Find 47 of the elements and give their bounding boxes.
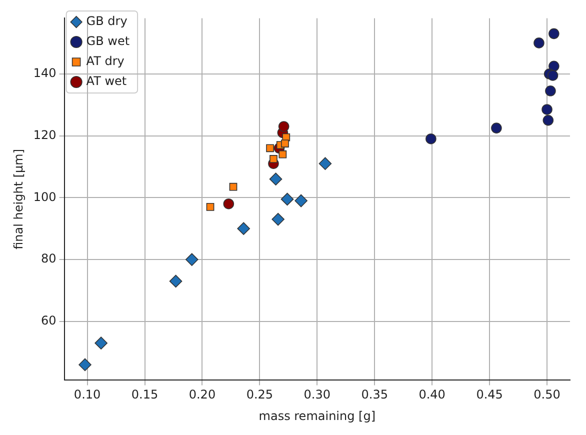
y-tick-label: 60 bbox=[41, 314, 56, 328]
x-tick-label: 0.25 bbox=[246, 388, 274, 402]
point bbox=[491, 122, 502, 134]
x-tick-label: 0.45 bbox=[476, 388, 503, 402]
point bbox=[548, 60, 560, 72]
y-axis-title: final height [μm] bbox=[11, 148, 26, 250]
x-tick-label: 0.20 bbox=[188, 388, 216, 402]
point bbox=[545, 86, 556, 96]
y-tick-label: 120 bbox=[33, 128, 56, 142]
point bbox=[548, 28, 560, 40]
point bbox=[534, 38, 544, 48]
x-tick-label: 0.40 bbox=[418, 388, 446, 402]
x-tick-label: 0.50 bbox=[534, 388, 560, 402]
point bbox=[269, 172, 282, 186]
point bbox=[272, 212, 284, 226]
point bbox=[266, 144, 274, 152]
legend-label: GB dry bbox=[86, 14, 128, 28]
point bbox=[78, 358, 92, 372]
x-tick-label: 0.35 bbox=[361, 388, 388, 402]
point bbox=[270, 155, 278, 163]
point bbox=[237, 222, 250, 235]
point bbox=[426, 133, 436, 144]
y-tick-label: 100 bbox=[33, 190, 56, 204]
x-tick-label: 0.30 bbox=[304, 388, 331, 402]
y-tick-label: 140 bbox=[33, 66, 56, 80]
point bbox=[547, 70, 558, 81]
point bbox=[223, 198, 234, 210]
legend-label: AT dry bbox=[86, 54, 124, 68]
point bbox=[281, 140, 289, 148]
legend-label: AT wet bbox=[86, 74, 127, 88]
point bbox=[542, 104, 552, 115]
x-tick-label: 0.10 bbox=[74, 388, 101, 402]
point bbox=[169, 274, 182, 288]
point bbox=[280, 192, 294, 206]
point bbox=[185, 253, 198, 266]
point bbox=[229, 182, 238, 191]
point bbox=[278, 150, 287, 158]
point bbox=[542, 114, 554, 126]
point bbox=[278, 121, 290, 132]
x-axis-title: mass remaining [g] bbox=[258, 408, 376, 423]
y-tick-label: 80 bbox=[41, 252, 56, 266]
point bbox=[318, 157, 332, 170]
legend-label: GB wet bbox=[86, 34, 130, 48]
point bbox=[206, 203, 214, 211]
x-tick-label: 0.15 bbox=[131, 388, 158, 402]
point bbox=[294, 194, 308, 208]
point bbox=[94, 336, 108, 350]
